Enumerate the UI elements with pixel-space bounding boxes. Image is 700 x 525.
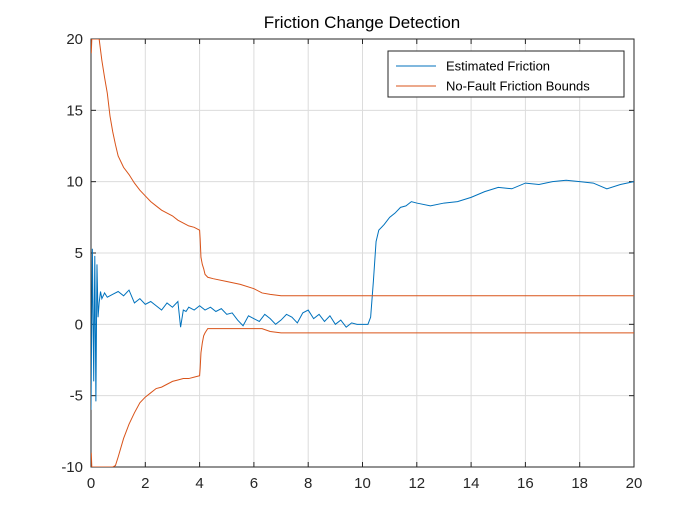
- y-tick-label: -10: [61, 459, 83, 476]
- legend-box: [387, 50, 625, 98]
- x-tick-label: 6: [250, 475, 258, 492]
- y-tick-label: 5: [75, 245, 83, 262]
- series-line-no-fault-friction-bounds: [91, 39, 634, 297]
- x-tick-label: 0: [87, 475, 95, 492]
- y-tick-label: 15: [66, 102, 83, 119]
- x-tick-label: 20: [626, 475, 643, 492]
- legend: Estimated Friction No-Fault Friction Bou…: [387, 50, 625, 98]
- series-line-estimated-friction: [91, 179, 634, 410]
- grid: [90, 38, 635, 468]
- x-tick-label: 2: [141, 475, 149, 492]
- legend-label-estimated-friction: Estimated Friction: [446, 59, 550, 74]
- chart-title: Friction Change Detection: [264, 13, 461, 32]
- legend-label-no-fault-bounds: No-Fault Friction Bounds: [446, 79, 590, 94]
- x-tick-label: 18: [571, 475, 588, 492]
- x-tick-label: 16: [517, 475, 534, 492]
- series-lines: [91, 39, 634, 467]
- x-tick-label: 10: [354, 475, 371, 492]
- series-line-no-fault-friction-bounds-lower: [91, 328, 634, 467]
- x-tick-label: 4: [195, 475, 203, 492]
- x-tick-label: 12: [408, 475, 425, 492]
- y-tick-label: -5: [70, 388, 83, 405]
- y-tick-label: 10: [66, 174, 83, 191]
- x-tick-label: 8: [304, 475, 312, 492]
- axis-ticks: 0 2 4 6 8 10 12 14 16 18 20 -10 -5 0 5 10 15 20: [61, 31, 642, 492]
- y-tick-label: 20: [66, 31, 83, 48]
- y-tick-label: 0: [75, 316, 83, 333]
- x-tick-label: 14: [463, 475, 480, 492]
